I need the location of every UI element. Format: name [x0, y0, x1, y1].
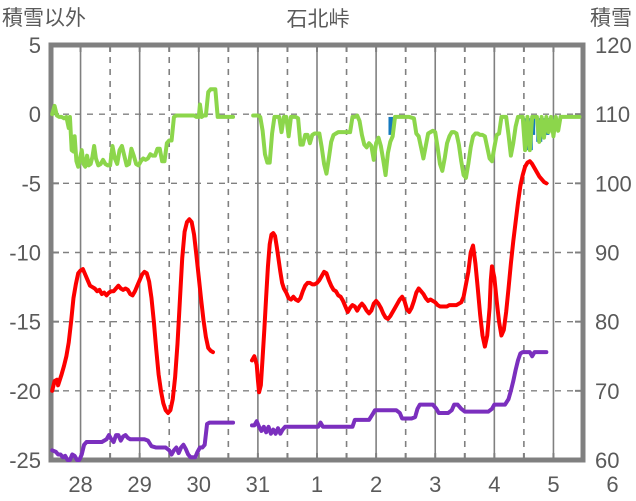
y-tick-left: 5 — [29, 33, 41, 58]
y-tick-right: 60 — [595, 448, 619, 473]
x-tick-label: 5 — [547, 472, 559, 497]
green-series — [50, 87, 236, 169]
y-tick-right: 100 — [595, 171, 632, 196]
blue-bar — [388, 116, 395, 135]
y-tick-left: -10 — [9, 241, 41, 266]
y-tick-left: -20 — [9, 379, 41, 404]
y-tick-left: -5 — [21, 171, 41, 196]
y-tick-left: -15 — [9, 310, 41, 335]
y-tick-right: 120 — [595, 33, 632, 58]
x-tick-label: 1 — [311, 472, 323, 497]
x-tick-label: 30 — [187, 472, 211, 497]
red-series — [249, 159, 549, 395]
x-tick-label: 6 — [606, 472, 618, 497]
page-title: 石北峠 — [286, 8, 350, 31]
y-axis-right-labels: 120 110 100 90 80 70 60 — [595, 33, 632, 473]
y-tick-right: 90 — [595, 241, 619, 266]
y-tick-right: 80 — [595, 310, 619, 335]
x-tick-label: 4 — [488, 472, 500, 497]
y-axis-left-labels: 5 0 -5 -10 -15 -20 -25 — [9, 33, 41, 473]
x-tick-label: 28 — [68, 472, 92, 497]
x-axis-labels: 28 29 30 31 1 2 3 4 5 6 — [68, 472, 618, 497]
purple-series — [249, 350, 549, 436]
y-tick-right: 70 — [595, 379, 619, 404]
left-axis-title: 積雪以外 — [2, 7, 86, 30]
x-tick-label: 2 — [370, 472, 382, 497]
green-series — [251, 113, 582, 180]
x-tick-label: 3 — [429, 472, 441, 497]
gridlines — [50, 45, 584, 461]
y-tick-left: -25 — [9, 448, 41, 473]
x-tick-label: 29 — [127, 472, 151, 497]
purple-series — [50, 420, 236, 462]
y-tick-right: 110 — [595, 102, 630, 127]
red-series — [50, 217, 215, 415]
right-axis-title: 積雪 — [590, 7, 632, 30]
x-tick-label: 31 — [246, 472, 270, 497]
y-tick-left: 0 — [29, 102, 41, 127]
data-series — [50, 87, 582, 462]
